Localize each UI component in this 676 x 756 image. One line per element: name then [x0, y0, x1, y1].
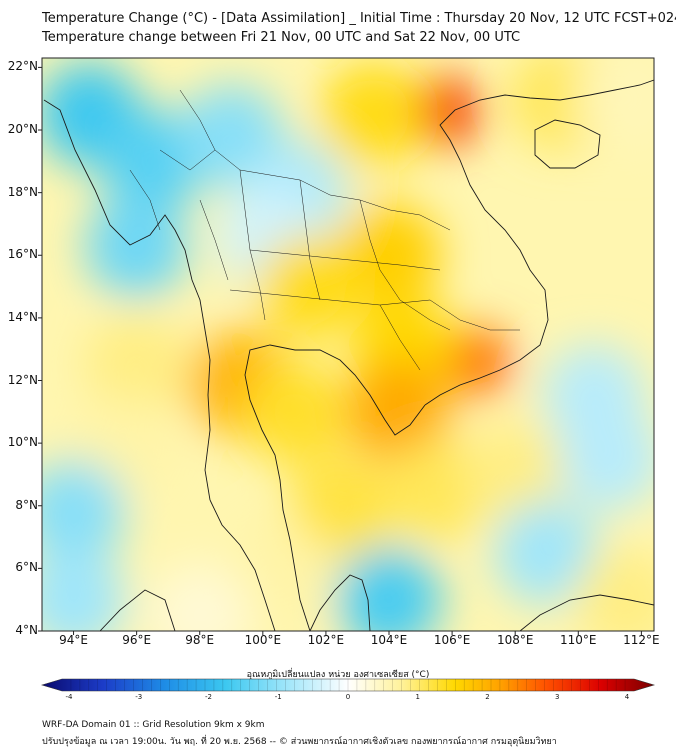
field-blob	[258, 234, 363, 339]
colorbar-title: อุณหภูมิเปลี่ยนแปลง หน่วย องศาเซลเซียส (…	[246, 670, 430, 680]
lat-label: 20°N	[7, 122, 38, 137]
axis-ticks	[38, 66, 642, 635]
field-blob	[384, 438, 489, 543]
field-blob	[463, 422, 568, 527]
field-blob	[443, 327, 512, 396]
lon-label: 102°E	[307, 633, 345, 647]
colorbar-tick-label: -2	[205, 693, 212, 701]
colorbar-tick-label: -3	[135, 693, 143, 701]
field-blob	[100, 109, 205, 214]
lon-label: 104°E	[370, 633, 408, 647]
lon-label: 110°E	[560, 633, 597, 647]
lon-label: 108°E	[496, 633, 534, 647]
coastline-malaysia	[309, 574, 371, 631]
map-frame	[41, 57, 655, 632]
lat-label: 18°N	[7, 184, 38, 199]
field-blob	[337, 547, 441, 631]
lon-label: 100°E	[244, 633, 282, 647]
lon-label: 112°E	[623, 633, 660, 647]
lat-label: 22°N	[7, 59, 38, 74]
lon-label: 106°E	[433, 633, 471, 647]
lon-label: 98°E	[185, 633, 215, 647]
colorbar-tick-label: 4	[624, 693, 630, 701]
coastline-gulf-east	[244, 344, 426, 631]
footer-update-info: ปรับปรุงข้อมูล ณ เวลา 19:00น. วัน พฤ. ที…	[42, 737, 557, 747]
province-boundaries	[129, 89, 520, 371]
lat-label: 14°N	[7, 309, 38, 324]
field-blob	[226, 522, 331, 627]
field-blob	[337, 203, 442, 308]
field-blob	[573, 58, 654, 151]
coastline-thai-gulf	[209, 499, 276, 631]
lat-label: 10°N	[7, 435, 38, 450]
colorbar-tick-label: 3	[555, 693, 560, 701]
lat-label: 16°N	[7, 247, 38, 262]
temperature-field	[42, 58, 654, 631]
coastline-myanmar-west	[43, 99, 211, 501]
map-title: Temperature Change (°C) - [Data Assimila…	[42, 11, 676, 26]
field-blob	[147, 563, 252, 631]
field-blob	[289, 453, 394, 558]
colorbar-tick-label: 2	[485, 693, 490, 701]
coastline-mekong-delta	[424, 79, 654, 406]
coastline-borneo	[519, 594, 654, 631]
colorbar-tick-label: -4	[65, 693, 73, 701]
field-blob	[42, 547, 126, 631]
field-blob	[321, 62, 426, 167]
lat-label: 12°N	[7, 372, 38, 387]
field-blob	[494, 500, 599, 605]
lon-label: 96°E	[122, 633, 152, 647]
lat-label: 8°N	[15, 497, 38, 512]
lat-label: 4°N	[15, 623, 38, 637]
coastline-hainan	[534, 119, 601, 169]
field-blob	[242, 359, 347, 464]
field-blob	[84, 312, 189, 417]
colorbar-tick-label: 0	[345, 693, 351, 701]
field-blob	[573, 547, 654, 631]
lon-label: 94°E	[59, 633, 88, 647]
field-blob	[411, 77, 480, 146]
colorbar-tick-label: 1	[415, 693, 420, 701]
coastline-sumatra	[99, 589, 176, 631]
map-area	[42, 58, 654, 631]
field-blob	[346, 359, 451, 464]
footer-model-info: WRF-DA Domain 01 :: Grid Resolution 9km …	[42, 720, 265, 730]
field-blob	[557, 406, 654, 511]
lat-label: 6°N	[15, 560, 38, 575]
map-subtitle: Temperature change between Fri 21 Nov, 0…	[42, 30, 521, 45]
field-blob	[84, 193, 189, 298]
coastlines	[43, 79, 654, 631]
colorbar-tick-label: -1	[274, 693, 282, 701]
field-blob	[42, 460, 126, 565]
